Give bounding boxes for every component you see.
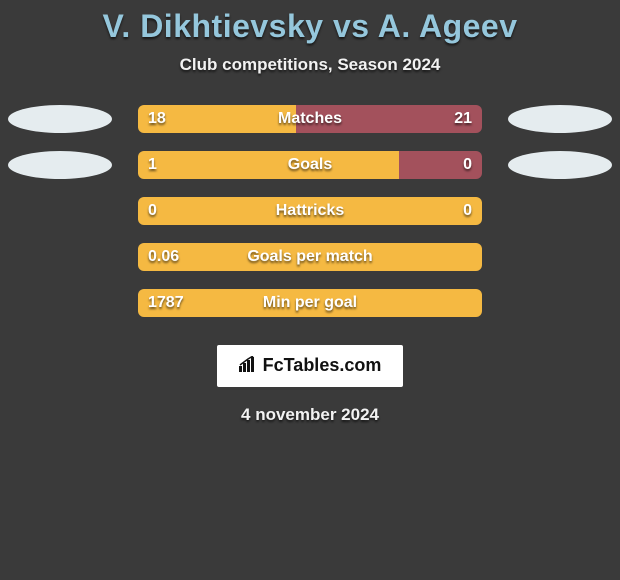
stat-rows: 18Matches211Goals00Hattricks00.06Goals p… <box>0 105 620 317</box>
source-logo-text: FcTables.com <box>263 355 382 375</box>
stat-label: Hattricks <box>138 197 482 225</box>
stat-value-right: 0 <box>463 151 472 179</box>
source-logo: FcTables.com <box>217 345 404 387</box>
stat-row: 18Matches21 <box>0 105 620 133</box>
page-title: V. Dikhtievsky vs A. Ageev <box>0 8 620 45</box>
stat-label: Matches <box>138 105 482 133</box>
stat-row: 1787Min per goal <box>0 289 620 317</box>
player2-oval <box>508 105 612 133</box>
chart-icon <box>239 356 259 377</box>
stat-bar: 0Hattricks0 <box>138 197 482 225</box>
stat-row: 0.06Goals per match <box>0 243 620 271</box>
footer-date: 4 november 2024 <box>0 405 620 425</box>
stat-value-right: 21 <box>454 105 472 133</box>
stat-bar: 1787Min per goal <box>138 289 482 317</box>
stat-value-right: 0 <box>463 197 472 225</box>
stat-bar: 0.06Goals per match <box>138 243 482 271</box>
player1-oval <box>8 151 112 179</box>
stat-row: 0Hattricks0 <box>0 197 620 225</box>
comparison-card: V. Dikhtievsky vs A. Ageev Club competit… <box>0 0 620 425</box>
stat-bar: 18Matches21 <box>138 105 482 133</box>
stat-label: Goals per match <box>138 243 482 271</box>
stat-bar: 1Goals0 <box>138 151 482 179</box>
subtitle: Club competitions, Season 2024 <box>0 55 620 75</box>
stat-label: Goals <box>138 151 482 179</box>
player2-oval <box>508 151 612 179</box>
stat-row: 1Goals0 <box>0 151 620 179</box>
player1-oval <box>8 105 112 133</box>
stat-label: Min per goal <box>138 289 482 317</box>
